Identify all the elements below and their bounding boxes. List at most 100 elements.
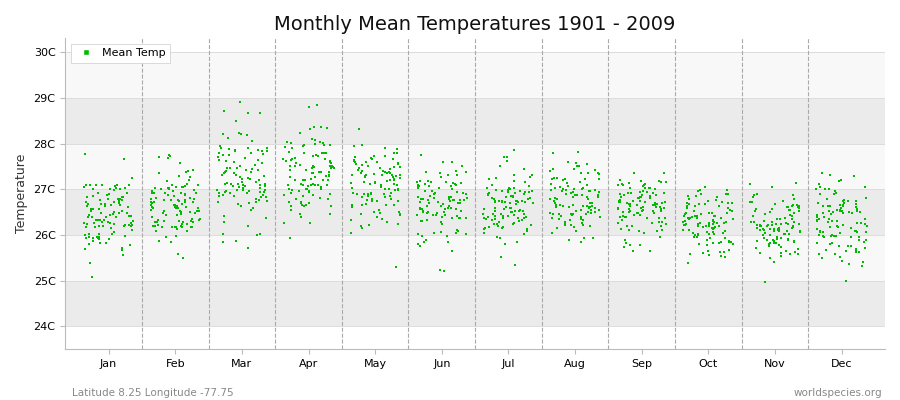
- Point: [91, 235, 105, 242]
- Point: [765, 222, 779, 228]
- Point: [293, 181, 308, 187]
- Point: [316, 177, 330, 184]
- Point: [706, 240, 720, 246]
- Point: [494, 254, 508, 260]
- Point: [306, 170, 320, 176]
- Point: [435, 214, 449, 220]
- Point: [240, 223, 255, 230]
- Point: [92, 206, 106, 212]
- Point: [756, 232, 770, 238]
- Point: [643, 193, 657, 199]
- Point: [687, 208, 701, 214]
- Point: [835, 198, 850, 204]
- Point: [657, 170, 671, 176]
- Point: [441, 171, 455, 178]
- Point: [370, 198, 384, 204]
- Point: [293, 199, 308, 206]
- Point: [544, 187, 558, 193]
- Point: [429, 210, 444, 216]
- Point: [148, 223, 162, 229]
- Point: [484, 217, 499, 223]
- Point: [360, 197, 374, 203]
- Point: [178, 204, 193, 210]
- Point: [762, 255, 777, 262]
- Point: [256, 148, 270, 154]
- Point: [619, 223, 634, 229]
- Point: [437, 212, 452, 218]
- Point: [456, 190, 471, 196]
- Point: [503, 193, 517, 200]
- Point: [478, 225, 492, 232]
- Point: [585, 200, 599, 206]
- Point: [496, 215, 510, 221]
- Point: [680, 215, 695, 221]
- Point: [580, 170, 595, 176]
- Point: [249, 199, 264, 205]
- Point: [681, 216, 696, 223]
- Point: [103, 212, 117, 218]
- Point: [80, 221, 94, 227]
- Point: [451, 228, 465, 234]
- Point: [687, 234, 701, 240]
- Point: [518, 199, 532, 205]
- Point: [452, 214, 466, 221]
- Point: [619, 200, 634, 206]
- Point: [387, 181, 401, 187]
- Point: [578, 176, 592, 183]
- Point: [448, 167, 463, 174]
- Point: [391, 220, 405, 227]
- Point: [843, 234, 858, 240]
- Point: [245, 166, 259, 172]
- Point: [449, 230, 464, 236]
- Point: [659, 220, 673, 227]
- Point: [482, 190, 496, 196]
- Point: [144, 196, 158, 202]
- Point: [502, 185, 517, 191]
- Point: [180, 221, 194, 227]
- Point: [383, 176, 398, 183]
- Point: [420, 178, 435, 185]
- Point: [114, 196, 129, 203]
- Point: [374, 181, 388, 188]
- Point: [632, 194, 646, 201]
- Point: [635, 206, 650, 213]
- Point: [391, 160, 405, 166]
- Point: [293, 130, 308, 136]
- Point: [377, 194, 392, 200]
- Point: [769, 240, 783, 246]
- Point: [256, 189, 271, 195]
- Point: [655, 227, 670, 234]
- Point: [719, 191, 733, 197]
- Point: [763, 226, 778, 232]
- Point: [743, 181, 758, 188]
- Point: [418, 168, 433, 175]
- Point: [149, 228, 164, 235]
- Point: [86, 192, 100, 199]
- Point: [492, 235, 507, 241]
- Point: [726, 241, 741, 247]
- Point: [719, 210, 733, 216]
- Point: [785, 213, 799, 220]
- Point: [255, 159, 269, 166]
- Point: [118, 184, 132, 191]
- Point: [387, 164, 401, 170]
- Point: [221, 152, 236, 158]
- Point: [524, 222, 538, 228]
- Point: [391, 160, 405, 167]
- Point: [210, 186, 224, 193]
- Point: [113, 202, 128, 208]
- Point: [490, 221, 504, 228]
- Point: [125, 174, 140, 181]
- Point: [94, 201, 109, 207]
- Point: [650, 200, 664, 207]
- Point: [308, 141, 322, 148]
- Point: [612, 199, 626, 206]
- Point: [573, 207, 588, 214]
- Point: [294, 202, 309, 208]
- Point: [705, 225, 719, 232]
- Point: [481, 191, 495, 197]
- Point: [287, 155, 302, 161]
- Point: [489, 187, 503, 194]
- Point: [858, 216, 872, 222]
- Point: [173, 160, 187, 166]
